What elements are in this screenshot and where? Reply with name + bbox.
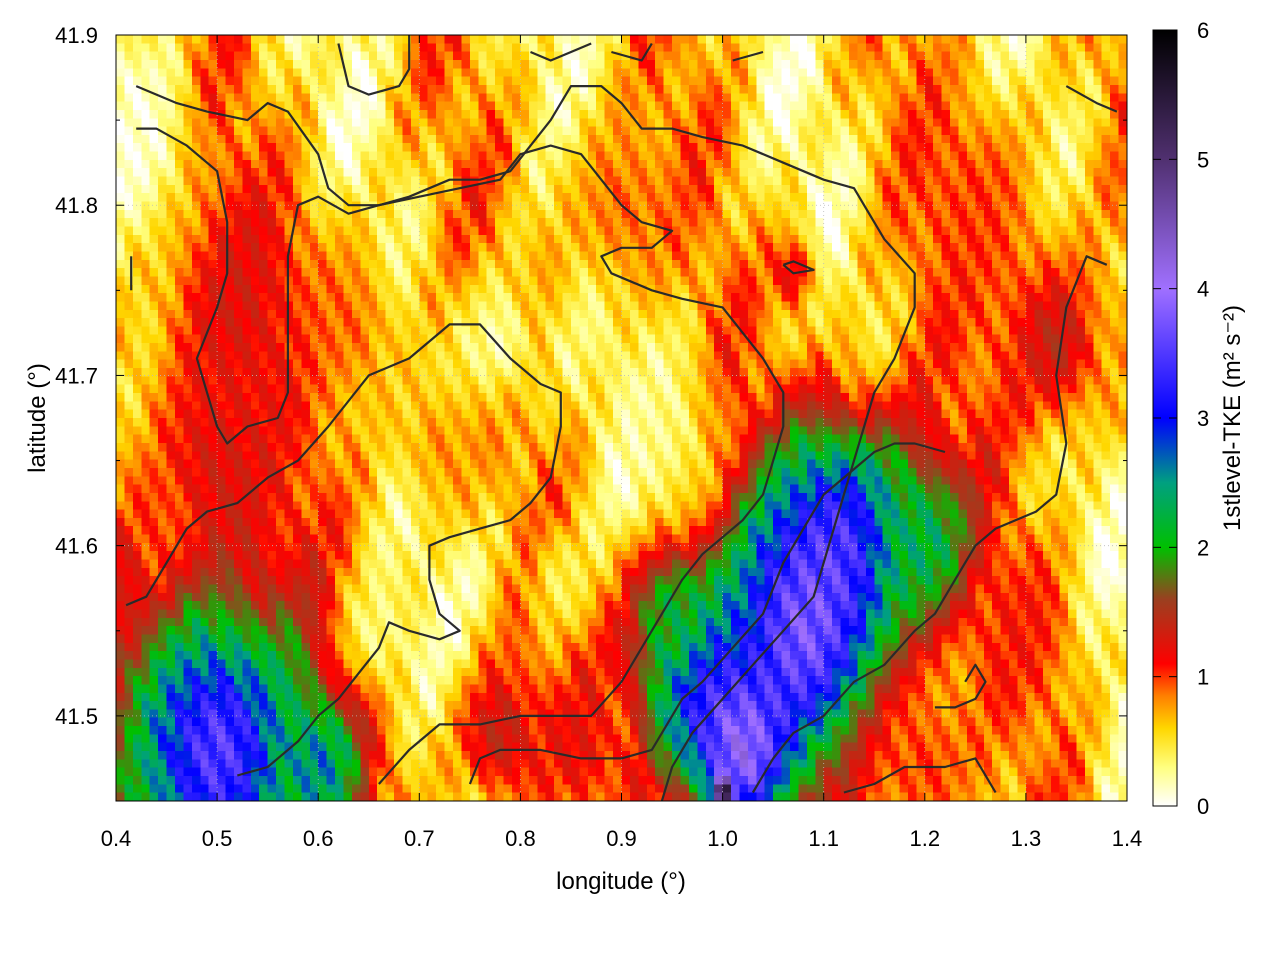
colorbar-tick-label: 0: [1197, 794, 1209, 819]
y-tick-label: 41.5: [55, 704, 98, 729]
contour-line: [468, 442, 946, 785]
contour-line: [751, 255, 1108, 794]
x-axis: 0.4 0.5 0.6 0.7 0.8 0.9 1.0 1.1 1.2 1.3 1.4: [101, 35, 1143, 851]
contour-line: [125, 323, 562, 777]
contour-line: [782, 260, 815, 275]
contour-line: [530, 42, 592, 62]
y-tick-label: 41.9: [55, 23, 98, 48]
y-tick-label: 41.7: [55, 363, 98, 388]
x-tick-label: 0.7: [404, 826, 435, 851]
x-tick-label: 0.5: [202, 826, 233, 851]
x-tick-label: 0.9: [606, 826, 637, 851]
x-tick-label: 1.1: [808, 826, 839, 851]
colorbar-tick-label: 4: [1197, 277, 1209, 302]
colorbar-ticks: 0 1 2 3 4 5 6: [1153, 18, 1209, 819]
contour-line: [732, 50, 764, 62]
grid-lines: [116, 35, 1127, 801]
colorbar: 0 1 2 3 4 5 6: [1152, 18, 1209, 819]
y-tick-label: 41.8: [55, 193, 98, 218]
contour-line: [611, 42, 653, 62]
colorbar-tick-label: 1: [1197, 665, 1209, 690]
y-tick-label: 41.6: [55, 534, 98, 559]
y-axis-label: latitude (°): [24, 363, 51, 473]
contour-line: [135, 85, 916, 801]
x-tick-label: 0.6: [303, 826, 334, 851]
x-tick-label: 1.0: [707, 826, 738, 851]
contour-line: [843, 757, 997, 794]
x-tick-label: 1.4: [1112, 826, 1143, 851]
x-tick-label: 1.2: [910, 826, 941, 851]
contour-line: [337, 35, 411, 96]
colorbar-tick-label: 6: [1197, 18, 1209, 43]
colorbar-tick-label: 3: [1197, 406, 1209, 431]
contour-line: [1065, 85, 1118, 113]
x-axis-label: longitude (°): [556, 868, 686, 895]
colorbar-tick-label: 5: [1197, 147, 1209, 172]
contour-line: [136, 127, 785, 785]
y-axis: 41.5 41.6 41.7 41.8 41.9: [55, 23, 1127, 802]
plot-area: [116, 35, 1127, 801]
colorbar-tick-label: 2: [1197, 535, 1209, 560]
heatmap-field: [116, 35, 1127, 801]
x-tick-label: 0.4: [101, 826, 132, 851]
x-tick-label: 0.8: [505, 826, 536, 851]
contour-lines: [125, 35, 1118, 801]
contour-line: [934, 663, 987, 709]
x-tick-label: 1.3: [1011, 826, 1042, 851]
colorbar-label: 1stlevel-TKE (m² s⁻²): [1219, 305, 1246, 531]
